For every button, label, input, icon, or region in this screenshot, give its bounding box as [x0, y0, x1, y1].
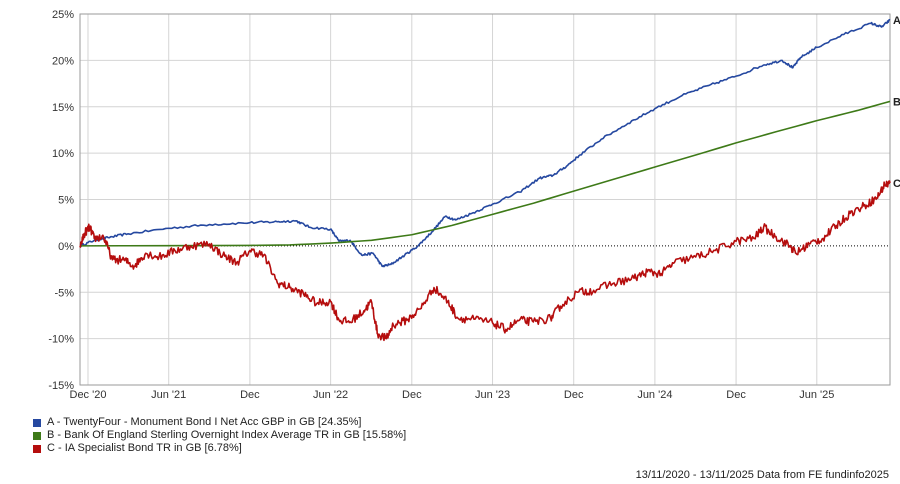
x-tick-label: Jun '24: [637, 389, 672, 401]
legend-item-c: C - IA Specialist Bond TR in GB [6.78%]: [33, 442, 406, 455]
y-tick-label: 15%: [52, 102, 74, 114]
grid: [80, 13, 890, 386]
line-chart: 25% 20% 15% 10% 5% 0% -5% -10% -15%Dec '20 Jun '2…: [48, 9, 900, 401]
legend-swatch-a: [33, 418, 41, 427]
legend-label-a: A - TwentyFour - Monument Bond I Net Acc…: [47, 416, 362, 428]
end-labels: A B C: [893, 15, 900, 190]
y-tick-label: -10%: [48, 334, 74, 346]
x-tick-label: Jun '25: [799, 389, 834, 401]
x-tick-label: Jun '23: [475, 389, 510, 401]
legend-swatch-b: [33, 431, 41, 440]
x-tick-label: Dec: [240, 389, 260, 401]
x-tick-label: Dec: [402, 389, 422, 401]
legend: A - TwentyFour - Monument Bond I Net Acc…: [33, 416, 406, 455]
x-tick-label: Dec: [564, 389, 584, 401]
end-label-c: C: [893, 178, 900, 190]
y-tick-label: -5%: [54, 287, 74, 299]
plot-frame: [79, 13, 891, 386]
series-line-b: [79, 100, 891, 247]
y-tick-label: 10%: [52, 148, 74, 160]
legend-label-b: B - Bank Of England Sterling Overnight I…: [47, 429, 407, 441]
legend-swatch-c: [33, 444, 41, 453]
x-tick-label: Dec: [726, 389, 746, 401]
series-group: [79, 18, 891, 342]
end-label-b: B: [893, 96, 900, 108]
y-tick-label: 5%: [58, 195, 74, 207]
y-tick-label: 25%: [52, 9, 74, 21]
y-tick-label: 0%: [58, 241, 74, 253]
series-line-a: [79, 18, 891, 268]
series-line-c: [79, 180, 891, 342]
legend-item-a: A - TwentyFour - Monument Bond I Net Acc…: [33, 416, 406, 429]
axes: 25% 20% 15% 10% 5% 0% -5% -10% -15%Dec '20 Jun '2…: [48, 9, 891, 401]
source-note: 13/11/2020 - 13/11/2025 Data from FE fun…: [635, 469, 889, 481]
x-tick-label: Jun '21: [151, 389, 186, 401]
y-tick-label: 20%: [52, 55, 74, 67]
y-tick-label: -15%: [48, 380, 74, 392]
end-label-a: A: [893, 15, 900, 27]
legend-label-c: C - IA Specialist Bond TR in GB [6.78%]: [47, 442, 242, 454]
x-tick-label: Dec '20: [70, 389, 107, 401]
legend-item-b: B - Bank Of England Sterling Overnight I…: [33, 429, 406, 442]
x-tick-label: Jun '22: [313, 389, 348, 401]
